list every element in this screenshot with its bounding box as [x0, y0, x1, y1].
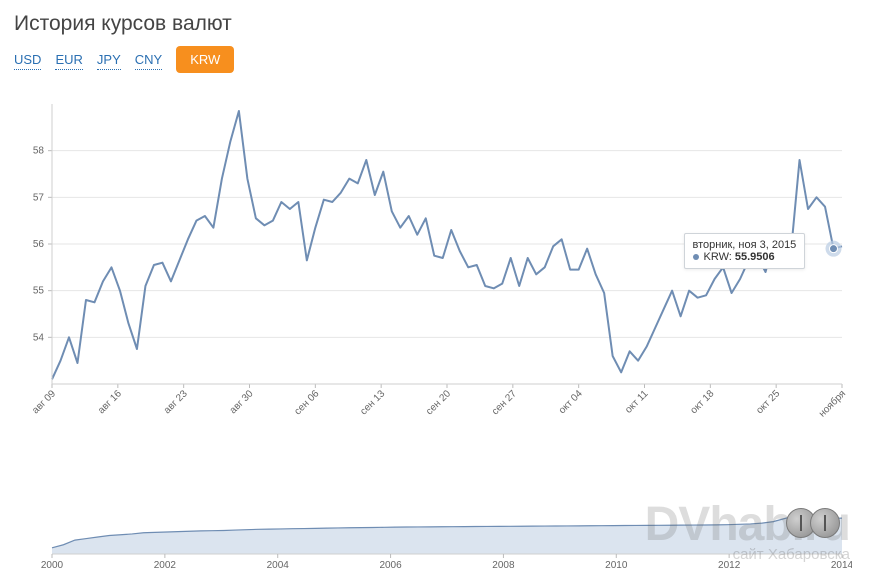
- tab-eur[interactable]: EUR: [55, 50, 82, 70]
- navigator-chart[interactable]: 2000 2002 2004 2006 2008 2010 2012 2014: [14, 500, 852, 572]
- chart-tooltip: вторник, ноя 3, 2015 KRW: 55.9506: [684, 233, 806, 269]
- tooltip-marker-icon: [693, 254, 699, 260]
- svg-text:окт 18: окт 18: [689, 388, 717, 416]
- svg-text:сен 06: сен 06: [292, 388, 321, 417]
- svg-text:58: 58: [33, 146, 45, 157]
- svg-text:2004: 2004: [267, 560, 290, 571]
- svg-text:авг 30: авг 30: [228, 388, 256, 416]
- svg-text:окт 11: окт 11: [623, 388, 651, 416]
- svg-text:авг 23: авг 23: [162, 388, 190, 416]
- svg-text:окт 25: окт 25: [754, 388, 782, 416]
- navigator-handle-right[interactable]: [810, 508, 840, 538]
- svg-text:сен 13: сен 13: [358, 388, 387, 417]
- svg-text:54: 54: [33, 332, 45, 343]
- tab-cny[interactable]: CNY: [135, 50, 162, 70]
- svg-text:57: 57: [33, 192, 45, 203]
- tooltip-date: вторник, ноя 3, 2015: [693, 239, 797, 251]
- svg-text:55: 55: [33, 286, 45, 297]
- svg-text:2012: 2012: [718, 560, 741, 571]
- tab-krw[interactable]: KRW: [176, 46, 234, 73]
- tab-usd[interactable]: USD: [14, 50, 41, 70]
- svg-text:авг 09: авг 09: [30, 388, 58, 416]
- svg-text:2014: 2014: [831, 560, 852, 571]
- svg-text:ноября: ноября: [816, 388, 848, 420]
- svg-text:сен 27: сен 27: [490, 388, 519, 417]
- svg-text:2010: 2010: [605, 560, 628, 571]
- navigator-handles[interactable]: [786, 508, 840, 538]
- tab-jpy[interactable]: JPY: [97, 50, 121, 70]
- currency-tabs: USD EUR JPY CNY KRW: [14, 46, 860, 73]
- svg-text:авг 16: авг 16: [96, 388, 124, 416]
- tooltip-value-row: KRW: 55.9506: [693, 251, 797, 263]
- svg-text:2008: 2008: [492, 560, 515, 571]
- svg-text:2000: 2000: [41, 560, 64, 571]
- svg-text:56: 56: [33, 239, 45, 250]
- svg-text:сен 20: сен 20: [424, 388, 453, 417]
- svg-text:2002: 2002: [154, 560, 177, 571]
- svg-text:окт 04: окт 04: [557, 388, 585, 416]
- svg-text:2006: 2006: [379, 560, 402, 571]
- page-title: История курсов валют: [14, 12, 860, 36]
- main-chart[interactable]: 54 55 56 57 58 авг 09 авг 16 авг 23 авг 30 сен 06…: [14, 100, 852, 428]
